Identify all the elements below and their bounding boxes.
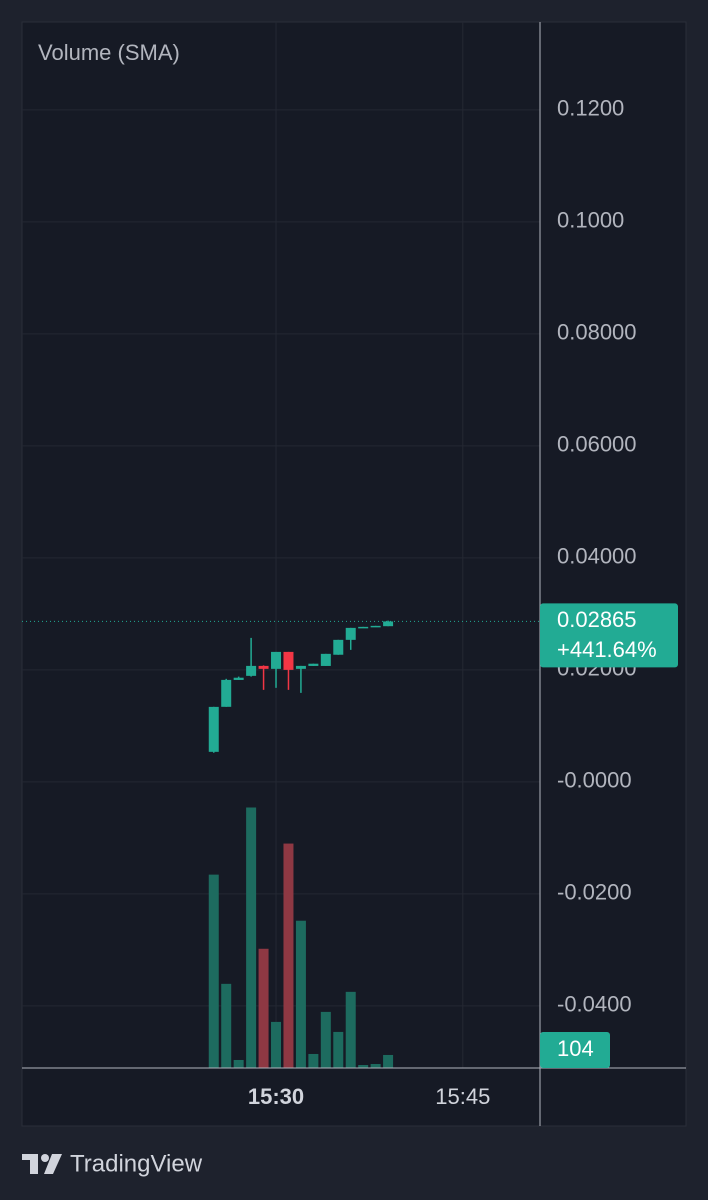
- candle-body: [258, 665, 269, 669]
- x-tick-label: 15:45: [435, 1084, 490, 1109]
- candle-body: [345, 627, 356, 640]
- y-tick-label: 0.06000: [557, 432, 637, 457]
- volume-bar: [320, 1011, 331, 1068]
- volume-bar: [258, 948, 269, 1068]
- grid: [22, 22, 540, 1068]
- x-tick-label: 15:30: [248, 1084, 304, 1109]
- candle-body: [283, 651, 294, 670]
- volume-box: [540, 1032, 610, 1068]
- volume-bar: [271, 1021, 282, 1068]
- brand-name: TradingView: [70, 1150, 203, 1177]
- y-tick-label: 0.1200: [557, 96, 624, 121]
- candle-body: [370, 625, 381, 628]
- candle-body: [233, 677, 244, 680]
- legend-label: Volume (SMA): [38, 40, 180, 65]
- volume-bar: [233, 1059, 244, 1068]
- labels: 0.12000.10000.080000.060000.040000.02000…: [248, 96, 678, 1109]
- volume-bar: [208, 874, 219, 1068]
- volume-bar: [383, 1054, 394, 1068]
- candle-body: [208, 706, 219, 752]
- y-tick-label: -0.0200: [557, 880, 632, 905]
- volume-bar: [283, 843, 294, 1068]
- volume-bar: [308, 1053, 319, 1068]
- volume-bar: [345, 991, 356, 1068]
- volume-bar: [370, 1063, 381, 1068]
- candle-body: [271, 651, 282, 669]
- brand-logo: [22, 1154, 62, 1174]
- y-tick-label: -0.0400: [557, 992, 632, 1017]
- y-tick-label: 0.08000: [557, 320, 637, 345]
- marks: [22, 620, 540, 1068]
- chart-pane: [21, 21, 687, 1127]
- volume-bar: [246, 807, 257, 1068]
- candle-body: [221, 679, 232, 707]
- volume-bar: [358, 1064, 369, 1068]
- candle-body: [295, 665, 306, 669]
- candle-body: [358, 626, 369, 629]
- candle-body: [308, 663, 319, 666]
- last-price-label: 0.02865: [557, 607, 637, 632]
- candle-body: [333, 639, 344, 655]
- y-tick-label: 0.1000: [557, 208, 624, 233]
- y-tick-label: 0.04000: [557, 544, 637, 569]
- last-price-box: [540, 603, 678, 668]
- y-tick-label: -0.0000: [557, 768, 632, 793]
- volume-label: 104: [557, 1036, 594, 1061]
- volume-bar: [333, 1031, 344, 1068]
- volume-bar: [295, 920, 306, 1068]
- candle-body: [383, 621, 394, 627]
- candle-body: [246, 665, 257, 676]
- candle-body: [320, 653, 331, 666]
- change-label: +441.64%: [557, 637, 657, 662]
- volume-bar: [221, 983, 232, 1068]
